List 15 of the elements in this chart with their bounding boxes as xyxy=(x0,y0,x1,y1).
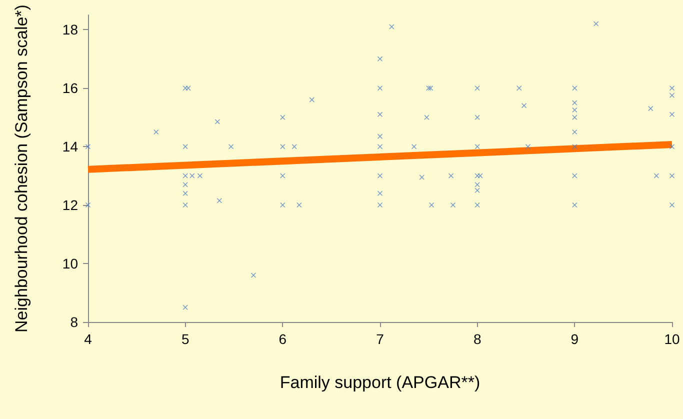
x-tick-label: 4 xyxy=(84,331,92,347)
x-tick-label: 9 xyxy=(570,331,579,347)
y-tick-label: 8 xyxy=(70,314,78,330)
x-tick-label: 7 xyxy=(376,331,384,347)
y-tick-label: 10 xyxy=(62,256,78,272)
y-tick-label: 14 xyxy=(62,138,78,155)
x-tick-label: 5 xyxy=(181,331,190,347)
x-tick-label: 6 xyxy=(278,331,287,347)
y-axis-title: Neighbourhood cohesion (Sampson scale*) xyxy=(12,4,31,332)
y-tick-label: 16 xyxy=(62,80,78,96)
y-tick-label: 18 xyxy=(62,22,78,38)
x-tick-label: 8 xyxy=(473,331,482,347)
y-tick-label: 12 xyxy=(62,197,78,214)
x-axis-title: Family support (APGAR**) xyxy=(280,373,480,392)
x-tick-label: 10 xyxy=(664,331,680,347)
